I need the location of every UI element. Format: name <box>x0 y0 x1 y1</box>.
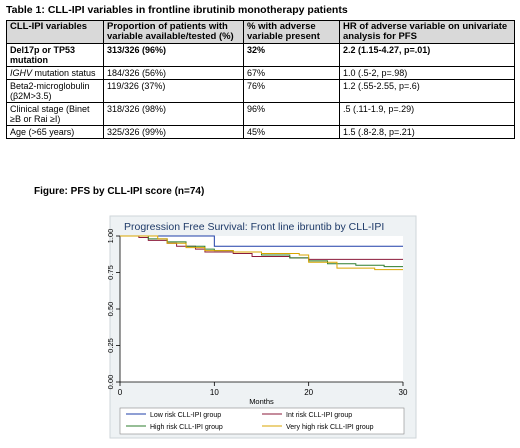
cell-adverse: 96% <box>243 102 340 126</box>
cll-ipi-table: CLL-IPI variables Proportion of patients… <box>6 20 515 139</box>
cell-adverse: 32% <box>243 43 340 67</box>
x-tick-label: 30 <box>399 388 408 397</box>
legend-label-0: Low risk CLL-IPI group <box>150 412 221 419</box>
x-tick-label: 20 <box>304 388 313 397</box>
cell-variable-rest: mutation status <box>32 68 96 78</box>
plot-area <box>120 236 403 382</box>
cell-proportion: 119/326 (37%) <box>103 79 244 103</box>
x-tick-label: 0 <box>118 388 123 397</box>
cell-hr: 2.2 (1.15-4.27, p=.01) <box>339 43 515 67</box>
legend-label-1: Int risk CLL-IPI group <box>286 412 352 419</box>
table-header-row: CLL-IPI variables Proportion of patients… <box>6 20 515 44</box>
y-tick-label: 0.25 <box>106 338 115 353</box>
table-row: Age (>65 years) 325/326 (99%) 45% 1.5 (.… <box>6 125 515 139</box>
table-row: Del17p or TP53 mutation 313/326 (96%) 32… <box>6 43 515 67</box>
cell-proportion: 313/326 (96%) <box>103 43 244 67</box>
header-proportion: Proportion of patients with variable ava… <box>103 20 244 44</box>
cell-proportion: 325/326 (99%) <box>103 125 244 139</box>
series-line-0 <box>120 235 403 247</box>
table-title: Table 1: CLL-IPI variables in frontline … <box>6 4 348 16</box>
cell-variable: Beta2-microglobulin (β2M>3.5) <box>6 79 104 103</box>
header-adverse: % with adverse variable present <box>243 20 340 44</box>
legend-box <box>119 407 405 435</box>
figure-caption: Figure: PFS by CLL-IPI score (n=74) <box>34 186 205 197</box>
series-line-3 <box>120 235 403 271</box>
header-hr: HR of adverse variable on univariate ana… <box>339 20 515 44</box>
y-tick-label: 0.50 <box>106 302 115 317</box>
chart-title: Progression Free Survival: Front line ib… <box>124 221 384 233</box>
cell-variable-italic: IGHV <box>10 68 33 78</box>
cell-variable: Clinical stage (Binet ≥B or Rai ≥I) <box>6 102 104 126</box>
cell-adverse: 45% <box>243 125 340 139</box>
legend-label-2: High risk CLL-IPI group <box>150 424 223 431</box>
cell-proportion: 318/326 (98%) <box>103 102 244 126</box>
table-row: Beta2-microglobulin (β2M>3.5) 119/326 (3… <box>6 79 515 103</box>
cell-hr: 1.5 (.8-2.8, p=.21) <box>339 125 515 139</box>
y-tick-label: 0.00 <box>106 375 115 390</box>
y-tick-label: 1.00 <box>106 229 115 244</box>
y-tick-label: 0.75 <box>106 265 115 280</box>
table-row: IGHV mutation status 184/326 (56%) 67% 1… <box>6 66 515 80</box>
x-tick-label: 10 <box>210 388 219 397</box>
cell-hr: 1.2 (.55-2.55, p=.6) <box>339 79 515 103</box>
legend-label-3: Very high risk CLL-IPI group <box>286 424 374 431</box>
header-variables: CLL-IPI variables <box>6 20 104 44</box>
x-axis-label: Months <box>249 397 274 406</box>
